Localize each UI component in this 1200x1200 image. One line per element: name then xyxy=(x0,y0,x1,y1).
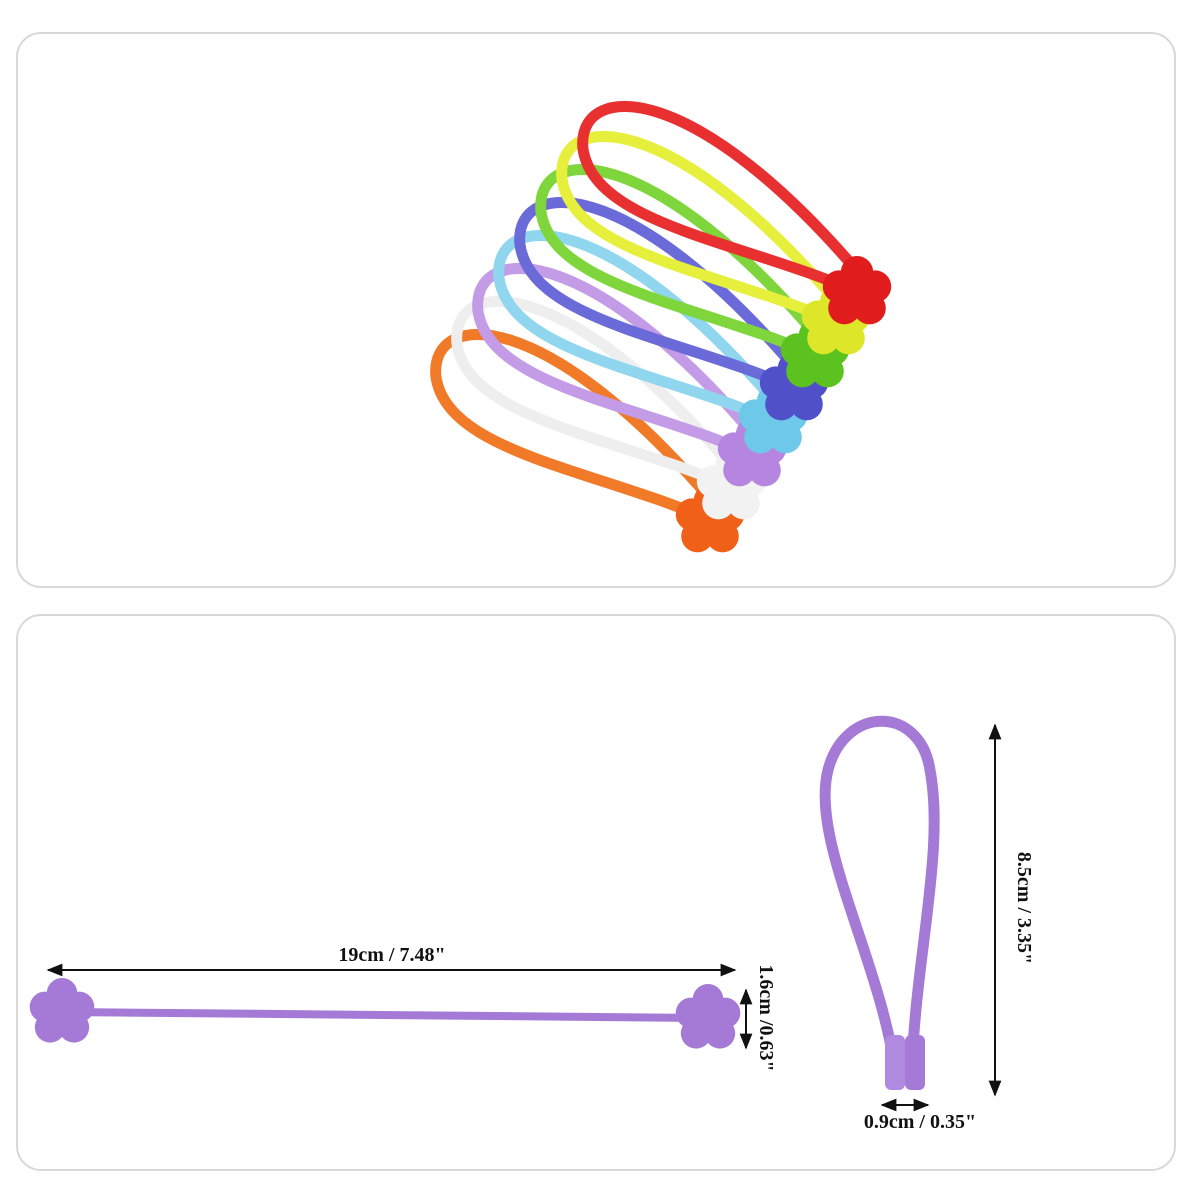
loop-tie xyxy=(819,715,940,1090)
width-label: 0.9cm / 0.35" xyxy=(864,1111,976,1133)
top-panel xyxy=(16,32,1176,588)
straight-tie xyxy=(29,978,741,1049)
length-label: 19cm / 7.48" xyxy=(338,944,445,966)
head-label: 1.6cm /0.63" xyxy=(755,964,777,1071)
height-label: 8.5cm / 3.35" xyxy=(1013,852,1035,964)
bottom-panel xyxy=(16,614,1176,1171)
